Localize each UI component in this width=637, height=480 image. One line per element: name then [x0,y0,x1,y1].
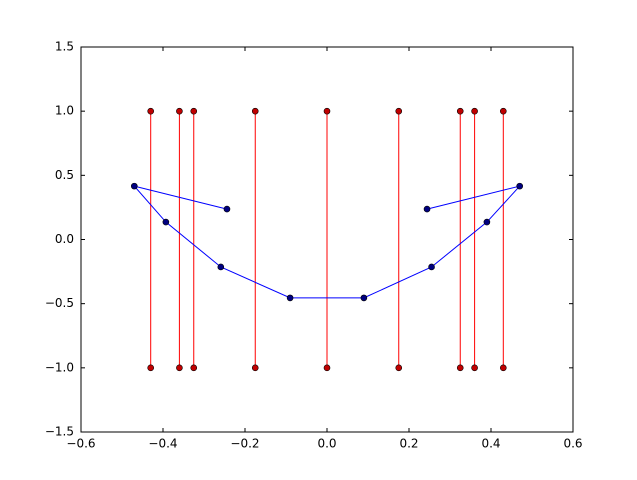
y-tick-label: −1.0 [45,360,74,374]
marker [516,182,524,190]
marker [428,263,435,271]
marker [323,364,331,372]
x-tick-label: 0.0 [317,437,336,451]
marker [499,364,507,372]
marker [217,263,225,271]
x-tick-label: 0.2 [399,437,418,451]
y-tick-label: 1.0 [55,104,74,118]
x-tick-label: −0.6 [66,437,95,451]
y-tick-label: 1.5 [55,40,74,54]
marker [423,205,431,213]
y-tick-label: 0.5 [55,168,74,182]
marker [360,294,368,302]
y-tick-label: −1.5 [45,425,74,439]
marker [251,364,259,372]
y-tick-label: −0.5 [45,296,74,310]
marker [395,107,403,115]
marker [456,364,464,372]
marker [483,218,491,226]
marker [223,205,231,213]
marker [323,107,331,115]
line [132,185,522,299]
marker [176,364,183,372]
x-tick-label: 0.4 [481,437,500,451]
y-tick-label: 0.0 [55,232,74,246]
marker [499,107,507,115]
marker [286,294,294,302]
marker [251,107,259,115]
marker [395,364,403,372]
marker [176,107,183,115]
x-tick-label: 0.6 [563,437,582,451]
marker [131,182,138,190]
marker [147,107,154,115]
x-tick-label: −0.2 [230,437,259,451]
plot-frame [80,46,574,433]
x-tick-label: −0.4 [148,437,177,451]
marker [471,107,478,115]
marker [190,364,198,372]
marker [471,364,478,372]
marker [162,218,170,226]
marker [456,107,464,115]
marker [190,107,198,115]
marker [147,364,154,372]
